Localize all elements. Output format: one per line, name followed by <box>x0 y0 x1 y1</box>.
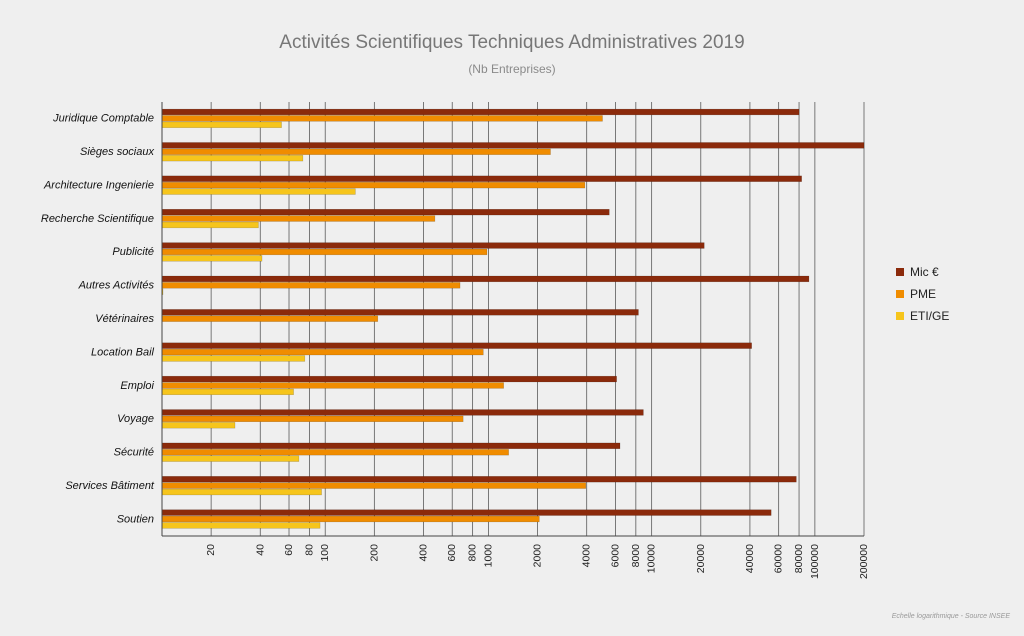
x-tick-label: 8000 <box>630 544 642 568</box>
bar <box>161 342 752 349</box>
bar <box>161 121 282 128</box>
axes <box>161 102 864 537</box>
category-label: Recherche Scientifique <box>41 213 154 225</box>
category-label: Voyage <box>117 413 154 425</box>
bar <box>161 375 617 383</box>
x-tick-label: 40000 <box>744 544 756 573</box>
legend-item-mic: Mic € <box>896 261 949 283</box>
x-tick-label: 60000 <box>773 544 785 573</box>
legend-label-pme: PME <box>910 287 937 301</box>
bar <box>161 255 263 262</box>
legend-swatch-mic <box>896 268 904 276</box>
bar <box>161 409 644 416</box>
labels: 20 40 60 80 100 200 400 600 800 1000 2000 4000 6000 8… <box>41 113 870 579</box>
bar <box>161 449 509 456</box>
legend-item-eti: ETI/GE <box>896 305 949 327</box>
legend-swatch-pme <box>896 290 904 298</box>
bar <box>161 522 321 529</box>
bar <box>161 488 322 496</box>
x-tick-label: 2000 <box>532 544 544 568</box>
chart-subtitle: (Nb Entreprises) <box>468 62 556 76</box>
x-tick-label: 100 <box>319 544 331 562</box>
x-tick-label: 200000 <box>858 544 870 579</box>
bar <box>161 275 810 283</box>
bar <box>161 215 436 222</box>
category-label: Vétérinaires <box>95 313 154 325</box>
chart-footnote: Echelle logarithmique - Source INSEE <box>891 613 1010 620</box>
x-tick-label: 4000 <box>581 544 593 568</box>
category-label: Publicité <box>112 246 154 258</box>
category-label: Soutien <box>117 513 154 525</box>
bar <box>161 155 304 162</box>
x-tick-label: 800 <box>467 544 479 562</box>
bar <box>161 348 484 356</box>
x-tick-label: 400 <box>417 544 429 562</box>
x-tick-label: 6000 <box>609 544 621 568</box>
bar <box>161 415 464 423</box>
gridlines <box>210 102 865 536</box>
bar <box>161 355 306 362</box>
x-tick-label: 80000 <box>793 544 805 573</box>
bar <box>161 476 797 483</box>
category-label: Location Bail <box>91 346 155 358</box>
category-label: Services Bâtiment <box>65 480 155 492</box>
x-tick-label: 10000 <box>646 544 658 573</box>
legend-label-mic: Mic € <box>910 265 939 279</box>
category-label: Architecture Ingenierie <box>43 179 154 191</box>
bar <box>161 188 356 195</box>
category-label: Autres Activités <box>78 280 155 292</box>
category-label: Sièges sociaux <box>80 146 154 158</box>
bar <box>161 442 621 449</box>
x-tick-label: 100000 <box>809 544 821 579</box>
x-tick-label: 20 <box>205 544 217 556</box>
chart-title: Activités Scientifiques Techniques Admin… <box>279 32 745 53</box>
x-tick-label: 80 <box>303 544 315 556</box>
bar <box>161 175 802 182</box>
bar <box>161 248 488 256</box>
bar <box>161 115 603 122</box>
legend-label-eti: ETI/GE <box>910 309 950 323</box>
bar <box>161 515 540 523</box>
x-tick-label: 200 <box>368 544 380 562</box>
bar <box>161 182 586 189</box>
legend: Mic € PME ETI/GE <box>896 261 949 327</box>
bars <box>161 108 865 529</box>
x-tick-label: 1000 <box>482 544 494 568</box>
x-tick-label: 600 <box>446 544 458 562</box>
bar <box>161 208 610 216</box>
bar <box>161 142 865 149</box>
bar <box>161 309 639 316</box>
bar <box>161 282 461 289</box>
legend-item-pme: PME <box>896 283 949 305</box>
bar <box>161 221 259 229</box>
category-label: Sécurité <box>114 447 154 459</box>
x-tick-label: 40 <box>254 544 266 556</box>
bar <box>161 455 300 462</box>
category-label: Emploi <box>120 380 154 392</box>
category-label: Juridique Comptable <box>52 113 154 125</box>
bar <box>161 148 551 155</box>
bar <box>161 242 705 249</box>
bar <box>161 382 504 389</box>
legend-swatch-eti <box>896 312 904 320</box>
bar <box>161 509 772 516</box>
x-tick-label: 20000 <box>695 544 707 573</box>
bar <box>161 108 800 116</box>
bar <box>161 482 587 489</box>
x-tick-label: 60 <box>283 544 295 556</box>
bar <box>161 315 379 322</box>
bar <box>161 388 294 396</box>
bar <box>161 422 236 429</box>
